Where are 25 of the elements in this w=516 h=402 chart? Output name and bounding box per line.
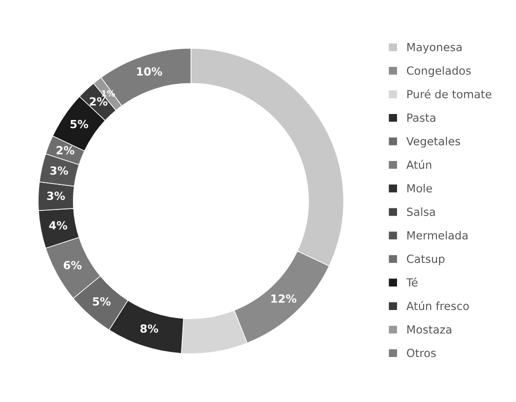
data-label: 10% bbox=[137, 67, 162, 76]
data-label: 3% bbox=[47, 192, 65, 200]
data-label: 5% bbox=[70, 120, 88, 128]
data-label: 5% bbox=[92, 297, 111, 306]
data-label: 2% bbox=[56, 146, 74, 154]
legend-label: Pasta bbox=[407, 114, 436, 122]
legend-label: Vegetales bbox=[406, 136, 460, 148]
legend-label: Mermelada bbox=[407, 230, 468, 240]
legend-label: Puré de tomate bbox=[407, 89, 492, 98]
legend-label: Atún bbox=[406, 160, 432, 169]
legend-label: Mostaza bbox=[407, 325, 452, 334]
data-label: 3% bbox=[50, 166, 68, 175]
data-label: 2% bbox=[90, 97, 108, 106]
data-label: 12% bbox=[271, 294, 296, 303]
legend-label: Atún fresco bbox=[406, 301, 469, 310]
data-label: 8% bbox=[140, 324, 158, 333]
legend-label: Té bbox=[406, 278, 418, 287]
data-label: 6% bbox=[64, 260, 82, 270]
data-label: 4% bbox=[49, 221, 68, 230]
legend-label: Mole bbox=[407, 184, 432, 192]
legend-label: Mayonesa bbox=[407, 43, 462, 54]
legend-label: Salsa bbox=[407, 207, 435, 216]
legend-label: Otros bbox=[406, 348, 436, 358]
legend-label: Congelados bbox=[406, 66, 471, 77]
legend-label: Catsup bbox=[406, 254, 444, 266]
